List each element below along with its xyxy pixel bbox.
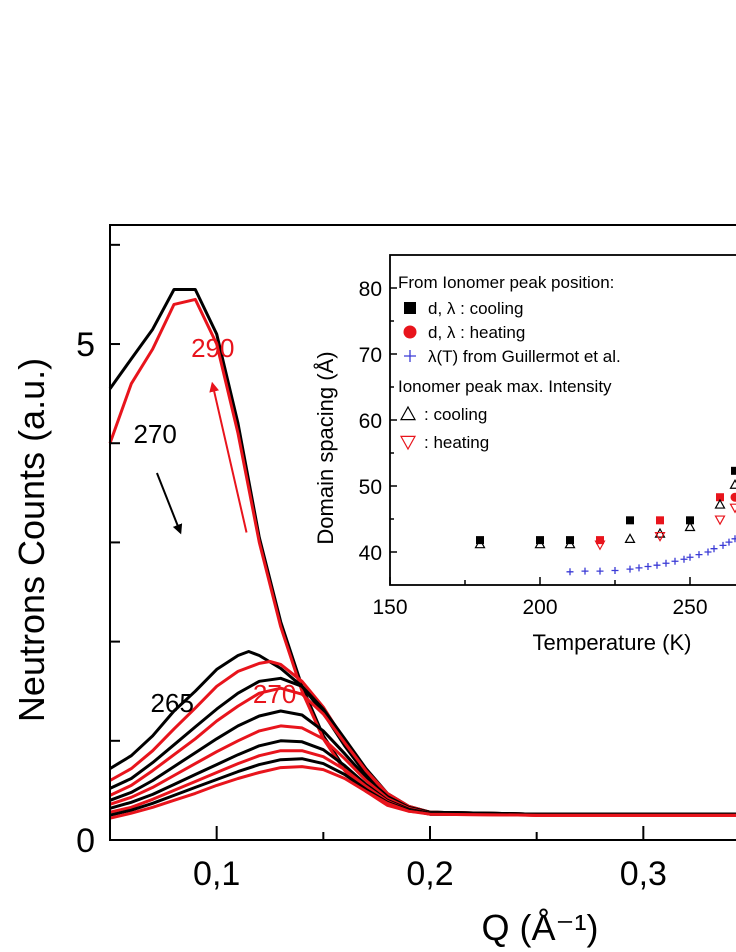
- point-plus-blue: [704, 548, 712, 556]
- spectrum-line-7: [109, 709, 736, 816]
- inset-x-tick-label-2: 250: [672, 596, 707, 619]
- legend-marker-plus: [404, 350, 416, 362]
- inset-chart: 150 200 250 40 50 60 70 80 From Ionomer peak p…: [313, 254, 736, 655]
- point-plus-blue: [611, 566, 619, 574]
- inset-x-axis-label: Temperature (K): [533, 630, 692, 655]
- legend-marker-triangle-down: [399, 435, 417, 451]
- inset-x-tick-label-1: 200: [522, 596, 557, 619]
- legend-entry-2: d, λ : heating: [428, 323, 525, 342]
- point-triangle-down-red: [714, 515, 726, 526]
- point-plus-blue: [581, 567, 589, 575]
- point-plus-blue: [653, 561, 661, 569]
- point-triangle-up-black: [564, 538, 576, 549]
- legend-entry-1: d, λ : cooling: [428, 299, 523, 318]
- spectrum-line-6: [109, 686, 736, 817]
- legend-header-intensity: Ionomer peak max. Intensity: [398, 377, 612, 396]
- point-plus-blue: [635, 564, 643, 572]
- main-x-ticks: 0,1 0,2 0,3: [193, 826, 667, 893]
- point-plus-blue: [671, 557, 679, 565]
- inset-y-tick-label-1: 50: [359, 476, 382, 499]
- point-circle-red: [730, 492, 736, 502]
- point-triangle-up-black: [534, 538, 546, 549]
- point-plus-blue: [644, 563, 652, 571]
- main-x-axis-label: Q (Å⁻¹): [482, 907, 599, 948]
- point-plus-blue: [596, 567, 604, 575]
- legend-marker-triangle-up: [399, 405, 417, 421]
- legend-header-position: From Ionomer peak position:: [398, 273, 614, 292]
- point-triangle-down-red: [729, 503, 736, 514]
- x-tick-label-2: 0,3: [620, 855, 667, 893]
- point-triangle-down-red: [594, 540, 606, 551]
- inset-x-ticks: 150 200 250: [372, 577, 708, 619]
- trend-arrow-red: [209, 381, 248, 533]
- legend-marker-square: [404, 302, 416, 314]
- point-square-black: [731, 466, 736, 475]
- point-square-red: [656, 516, 664, 525]
- point-triangle-up-black: [684, 521, 696, 532]
- point-square-red: [596, 536, 604, 545]
- inset-markers: [474, 466, 736, 576]
- legend-entry-5: : heating: [424, 433, 489, 452]
- inset-y-tick-label-3: 70: [359, 344, 382, 367]
- point-triangle-down-red: [654, 531, 666, 542]
- main-y-axis-label: Neutrons Counts (a.u.): [11, 358, 52, 722]
- curve-label-black-265: 265: [151, 688, 194, 718]
- point-triangle-up-black: [714, 498, 726, 509]
- point-plus-blue: [725, 538, 733, 546]
- curve-label-red-270: 270: [253, 679, 296, 709]
- point-plus-blue: [695, 551, 703, 559]
- point-plus-blue: [686, 553, 694, 561]
- curve-label-red-290: 290: [191, 333, 234, 363]
- inset-legend: From Ionomer peak position: d, λ : coolin…: [398, 273, 621, 452]
- inset-y-tick-label-4: 80: [359, 278, 382, 301]
- inset-y-tick-label-0: 40: [359, 542, 382, 565]
- y-tick-label-1: 5: [76, 326, 95, 364]
- spectra-curves: [108, 288, 736, 820]
- inset-x-tick-label-0: 150: [372, 596, 407, 619]
- curve-label-black-270: 270: [133, 419, 176, 449]
- main-y-ticks: 05: [76, 243, 120, 860]
- point-triangle-up-black: [474, 538, 486, 549]
- inset-background: [390, 255, 736, 585]
- point-plus-blue: [731, 535, 736, 543]
- point-plus-blue: [719, 541, 727, 549]
- spectrum-line-11: [109, 757, 736, 817]
- legend-marker-circle: [403, 325, 417, 339]
- point-square-red: [716, 493, 724, 502]
- point-plus-blue: [662, 559, 670, 567]
- main-annotations: 290 270 265 270: [133, 333, 296, 718]
- point-triangle-up-black: [729, 478, 736, 489]
- legend-entry-3: λ(T) from Guillermot et al.: [428, 347, 621, 366]
- point-plus-blue: [680, 555, 688, 563]
- inset-y-ticks: 40 50 60 70 80: [359, 278, 397, 565]
- legend-entry-4: : cooling: [424, 405, 487, 424]
- point-square-black: [626, 516, 634, 525]
- point-square-black: [686, 516, 694, 525]
- trend-arrow-black: [156, 472, 183, 535]
- y-tick-label-0: 0: [76, 822, 95, 860]
- x-tick-label-0: 0,1: [193, 855, 240, 893]
- point-plus-blue: [566, 568, 574, 576]
- point-triangle-up-black: [624, 533, 636, 543]
- inset-y-tick-label-2: 60: [359, 410, 382, 433]
- x-tick-label-1: 0,2: [406, 855, 453, 893]
- spectrum-line-12: [109, 765, 736, 820]
- point-plus-blue: [626, 565, 634, 573]
- inset-y-axis-label: Domain spacing (Å): [313, 351, 338, 544]
- point-plus-blue: [710, 545, 718, 553]
